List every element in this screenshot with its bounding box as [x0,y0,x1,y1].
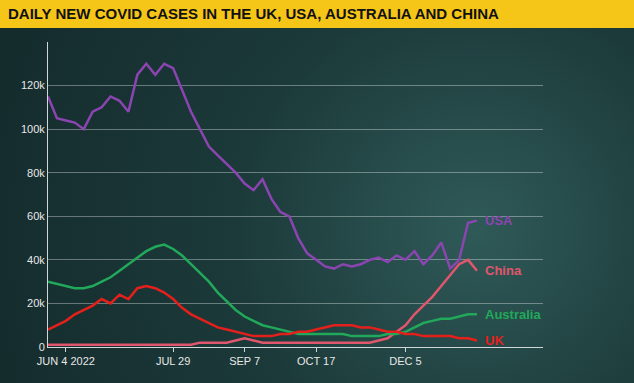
svg-text:20k: 20k [27,297,45,309]
svg-text:OCT 17: OCT 17 [297,355,335,367]
svg-text:Australia: Australia [485,307,541,322]
svg-text:JUN 4 2022: JUN 4 2022 [37,355,95,367]
svg-text:100k: 100k [21,123,45,135]
svg-text:0: 0 [39,341,45,353]
svg-text:SEP 7: SEP 7 [229,355,260,367]
svg-text:DEC 5: DEC 5 [389,355,421,367]
svg-text:120k: 120k [21,79,45,91]
svg-text:60k: 60k [27,210,45,222]
svg-text:80k: 80k [27,167,45,179]
svg-text:40k: 40k [27,254,45,266]
svg-text:UK: UK [485,333,504,348]
html-text:DAILY NEW COVID CASES IN THE U: DAILY NEW COVID CASES IN THE UK, USA, AU… [8,5,499,22]
svg-text:China: China [485,263,522,278]
svg-text:USA: USA [485,213,513,228]
svg-text:JUL 29: JUL 29 [156,355,190,367]
